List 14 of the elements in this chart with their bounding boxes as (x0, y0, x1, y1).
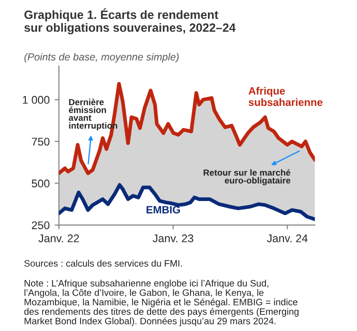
x-tick-label: Janv. 23 (152, 234, 194, 242)
y-tick-label: 1 000 (22, 96, 50, 104)
x-tick-label: Janv. 24 (266, 234, 308, 242)
series-label: EMBIG (146, 206, 180, 214)
chart-subtitle: (Points de base, moyenne simple) (24, 52, 179, 63)
source-note: Sources : calculs des services du FMI. (24, 260, 182, 267)
chart-title: Graphique 1. Écarts de rendement sur obligations souveraines, 2022–24 (24, 8, 236, 34)
y-tick-label: 250 (32, 221, 50, 230)
x-tick-label: Janv. 22 (38, 234, 79, 242)
y-tick-label: 750 (32, 138, 50, 146)
text: Note : L’Afrique subsaharienne englobe ici l’Afrique du Sud, l’Angola, la Côte d’Ivoire, le Gabon, le Ghana, le Kenya, le Mozambique, la Namibie, le Nigéria et le Sénégal. EMBIG = indice des rendements des titres de dette des pays émergents (Emerging Market Bond Index Global). Données jusqu’au 29 mars 2024. (24, 280, 298, 326)
annotation: Retour sur le marché euro-obligataire (204, 169, 290, 186)
y-tick-label: 500 (32, 180, 50, 188)
series-label: Afrique subsaharienne (248, 86, 322, 106)
